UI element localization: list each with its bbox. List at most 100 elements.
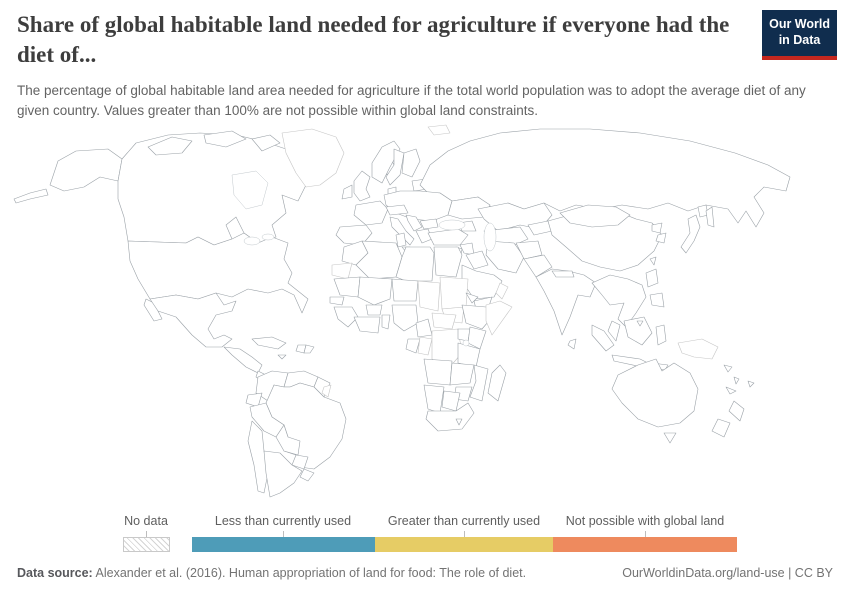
region-mali[interactable] xyxy=(357,276,393,306)
region-dr-congo[interactable] xyxy=(431,328,463,370)
region-new-zealand-south[interactable] xyxy=(711,418,731,438)
region-guatemala[interactable] xyxy=(223,346,263,374)
region-dominican-republic[interactable] xyxy=(303,344,315,354)
region-alpine[interactable] xyxy=(385,204,409,216)
region-tunisia[interactable] xyxy=(395,232,407,248)
region-sulawesi[interactable] xyxy=(655,324,667,346)
region-kenya[interactable] xyxy=(467,326,487,350)
owid-logo[interactable]: Our World in Data xyxy=(762,10,837,60)
region-congo[interactable] xyxy=(417,336,433,356)
region-bulgaria[interactable] xyxy=(419,218,439,230)
region-libya[interactable] xyxy=(395,246,435,282)
region-luzon[interactable] xyxy=(645,268,659,288)
region-south-africa[interactable] xyxy=(425,402,475,432)
region-oman[interactable] xyxy=(495,282,509,300)
region-mexico[interactable] xyxy=(149,292,237,348)
region-sudan[interactable] xyxy=(439,276,469,310)
region-greenland[interactable] xyxy=(281,128,345,188)
region-jamaica[interactable] xyxy=(277,354,287,360)
legend-swatch-greater[interactable] xyxy=(375,537,553,552)
region-madagascar[interactable] xyxy=(487,364,507,402)
region-sri-lanka[interactable] xyxy=(567,338,577,350)
owid-url-license[interactable]: OurWorldinData.org/land-use | CC BY xyxy=(622,566,833,580)
data-source-line: Data source: Alexander et al. (2016). Hu… xyxy=(17,566,526,580)
region-north-korea[interactable] xyxy=(651,222,663,234)
region-senegal[interactable] xyxy=(329,296,345,306)
region-brunei[interactable] xyxy=(636,320,644,327)
region-fiji[interactable] xyxy=(747,380,755,388)
region-india[interactable] xyxy=(535,268,597,336)
region-afghanistan[interactable] xyxy=(515,240,543,260)
region-united-kingdom[interactable] xyxy=(353,170,371,202)
region-sumatra[interactable] xyxy=(591,324,615,352)
region-arctic-island-3[interactable] xyxy=(251,134,281,152)
region-somalia[interactable] xyxy=(485,300,513,336)
region-argentina[interactable] xyxy=(263,450,303,498)
region-bolivia[interactable] xyxy=(275,424,301,456)
region-canada[interactable] xyxy=(117,132,307,246)
region-taiwan[interactable] xyxy=(649,256,657,266)
region-malay-peninsula[interactable] xyxy=(607,320,621,342)
region-algeria[interactable] xyxy=(355,240,403,280)
region-botswana[interactable] xyxy=(441,390,461,412)
region-egypt[interactable] xyxy=(433,246,463,278)
region-burkina-faso[interactable] xyxy=(365,304,383,316)
region-new-zealand-north[interactable] xyxy=(728,400,745,422)
region-france[interactable] xyxy=(353,200,389,226)
region-central-african-republic[interactable] xyxy=(431,312,457,330)
region-tasmania[interactable] xyxy=(663,432,677,444)
region-borneo[interactable] xyxy=(623,316,653,346)
legend-label-greater: Greater than currently used xyxy=(387,514,541,528)
region-chad[interactable] xyxy=(417,280,441,312)
region-uruguay[interactable] xyxy=(299,468,315,482)
region-nigeria[interactable] xyxy=(391,304,419,332)
region-french-guiana[interactable] xyxy=(321,384,332,398)
region-cuba[interactable] xyxy=(251,336,287,350)
region-chile[interactable] xyxy=(247,420,269,494)
region-lesotho[interactable] xyxy=(455,418,463,426)
region-arctic-island-1[interactable] xyxy=(147,136,193,156)
region-guinea[interactable] xyxy=(333,306,359,328)
legend-swatch-less[interactable] xyxy=(192,537,375,552)
region-ireland[interactable] xyxy=(341,184,353,200)
region-finland[interactable] xyxy=(401,148,421,178)
region-pakistan[interactable] xyxy=(523,254,553,278)
region-sakhalin[interactable] xyxy=(705,206,715,228)
region-iran[interactable] xyxy=(485,240,525,274)
region-nepal[interactable] xyxy=(551,270,575,278)
region-togo-benin[interactable] xyxy=(381,314,391,330)
legend-swatch-no-data[interactable] xyxy=(123,537,170,552)
region-alaska[interactable] xyxy=(49,148,123,192)
region-new-guinea[interactable] xyxy=(677,338,719,360)
region-mongolia[interactable] xyxy=(559,204,631,228)
region-south-korea[interactable] xyxy=(655,232,667,244)
legend-swatch-not-possible[interactable] xyxy=(553,537,737,552)
region-mindanao[interactable] xyxy=(649,292,665,308)
region-western-sahara[interactable] xyxy=(331,262,353,280)
data-source-text: Alexander et al. (2016). Human appropria… xyxy=(92,566,527,580)
region-ivory-coast-ghana[interactable] xyxy=(353,316,381,334)
region-mozambique[interactable] xyxy=(469,364,489,402)
region-iraq[interactable] xyxy=(465,250,489,270)
region-niger[interactable] xyxy=(391,278,419,302)
region-angola[interactable] xyxy=(423,358,453,386)
region-adriatic-balkans[interactable] xyxy=(405,214,423,232)
region-aleutians[interactable] xyxy=(13,188,49,204)
region-turkey[interactable] xyxy=(427,228,469,246)
region-japan[interactable] xyxy=(680,214,701,254)
region-cameroon[interactable] xyxy=(415,318,433,338)
region-mauritania[interactable] xyxy=(333,276,361,298)
region-gabon[interactable] xyxy=(405,338,421,354)
region-australia[interactable] xyxy=(611,358,699,428)
region-namibia[interactable] xyxy=(423,384,445,414)
region-zambia[interactable] xyxy=(449,362,475,386)
region-solomon-islands[interactable] xyxy=(723,364,733,373)
region-new-caledonia[interactable] xyxy=(725,386,737,395)
region-arctic-island-2[interactable] xyxy=(203,130,247,148)
region-eritrea[interactable] xyxy=(465,292,479,304)
region-svalbard[interactable] xyxy=(427,124,451,136)
region-vanuatu[interactable] xyxy=(733,376,740,385)
lake-victoria xyxy=(462,339,470,347)
region-italy[interactable] xyxy=(389,216,415,246)
